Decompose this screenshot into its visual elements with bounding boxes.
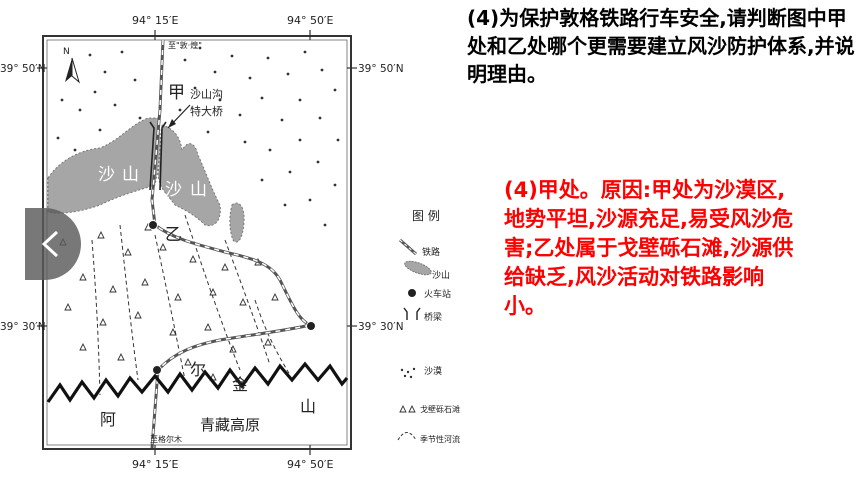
label-yi: 乙 [165, 225, 182, 245]
legend-item-river: 季节性河流 [420, 434, 460, 444]
station-east [306, 321, 316, 331]
answer-text: (4)甲处。原因:甲处为沙漠区,地势平坦,沙源充足,易受风沙危害;乙处属于戈壁砾… [504, 178, 794, 318]
label-shan-1: 山 [122, 165, 139, 185]
coord-left-bottom: 39° 30′N [0, 321, 46, 333]
legend-item-desert: 沙漠 [424, 366, 442, 377]
sand-mountain-west [47, 117, 161, 214]
svg-text:N: N [63, 47, 70, 57]
label-bridge-1: 沙山沟 [190, 88, 223, 101]
label-altun-j: 金 [232, 375, 248, 394]
sand-mountain-east [157, 124, 221, 227]
legend-item-railway: 铁路 [422, 246, 440, 258]
station-yi [148, 220, 158, 230]
legend-item-sandmountain: 沙山 [432, 270, 450, 281]
label-bridge-2: 特大桥 [190, 104, 223, 118]
sand-mountain-small [229, 202, 245, 243]
label-shan-2: 山 [190, 180, 207, 200]
seasonal-rivers [91, 214, 291, 396]
legend-item-bridge: 桥梁 [424, 311, 442, 323]
label-bottom-station: 至格尔木 [150, 434, 182, 444]
altun-mountains [46, 361, 349, 403]
coord-left-top: 39° 50′N [0, 63, 46, 75]
bridge-marker [149, 121, 167, 191]
coord-right-bottom: 39° 30′N [358, 321, 404, 333]
map-legend: 图 例 铁路 沙山 火车站 桥梁 沙漠 戈壁砾石滩 季节性河流 [397, 209, 460, 444]
coord-bottom-right: 94° 50′E [287, 458, 333, 471]
label-altun-e: 尔 [190, 360, 206, 379]
label-top-arrow: 至"敦·煌" [168, 40, 202, 50]
coord-bottom-left: 94° 15′E [132, 458, 178, 471]
north-arrow-icon: N [63, 47, 80, 84]
question-text: (4)为保护敦格铁路行车安全,请判断图中甲处和乙处哪个更需要建立风沙防护体系,并… [467, 6, 855, 86]
map-frame [42, 35, 352, 450]
label-altun-s: 山 [300, 397, 316, 416]
label-altun-a: 阿 [100, 410, 116, 429]
legend-item-station: 火车站 [424, 288, 451, 300]
map-figure: 94° 15′E 94° 50′E 94° 15′E 94° 50′E 39° … [0, 14, 460, 471]
label-sha-2: 沙 [165, 180, 182, 200]
label-sha-1: 沙 [98, 165, 115, 185]
label-jia: 甲 [168, 83, 185, 103]
legend-title: 图 例 [412, 209, 440, 223]
desert-dots [56, 46, 340, 227]
coord-top-right: 94° 50′E [287, 14, 333, 27]
coord-top-left: 94° 15′E [132, 14, 178, 27]
chevron-left-icon [41, 230, 59, 258]
railway [150, 39, 315, 449]
coord-right-top: 39° 50′N [358, 63, 404, 75]
prev-slide-button[interactable] [25, 208, 81, 280]
label-plateau: 青藏高原 [200, 416, 260, 434]
station-south [152, 365, 162, 375]
legend-item-gobi: 戈壁砾石滩 [420, 404, 460, 414]
